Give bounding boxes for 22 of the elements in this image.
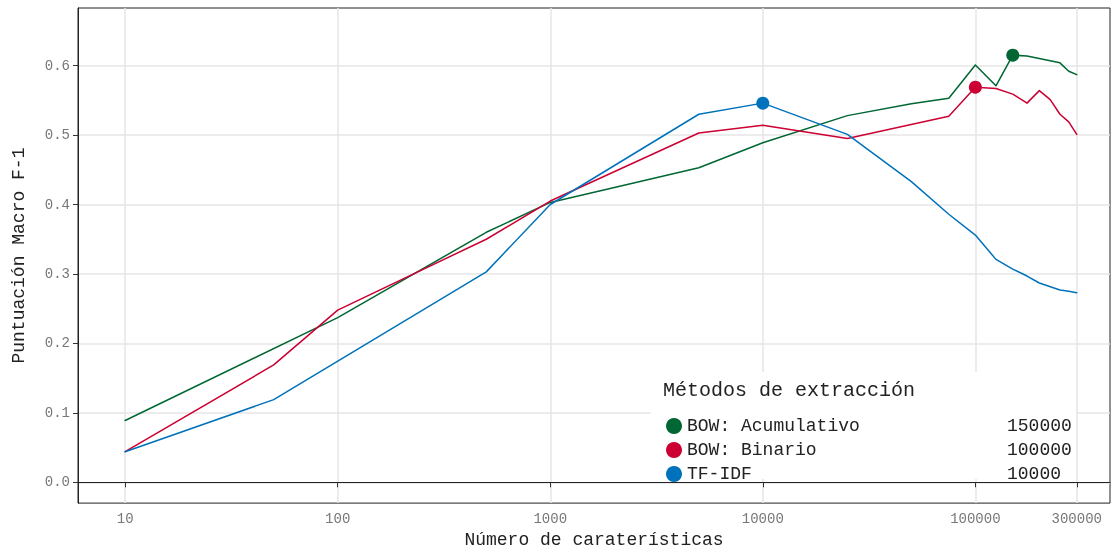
legend-label: TF-IDF [687,464,752,484]
x-tick-label: 300000 [1051,511,1102,528]
x-tick-label: 1000 [533,511,568,528]
annotation: 100000 [1007,440,1072,460]
legend-label: BOW: Binario [687,440,817,460]
y-tick-label: 0.0 [44,474,70,491]
x-tick-label: 10 [116,511,134,528]
y-axis-title: Puntuación Macro F-1 [9,147,29,364]
annotation: 150000 [1007,416,1072,436]
x-tick-label: 100 [325,511,351,528]
annotation: 10000 [1007,464,1062,484]
y-tick-label: 0.2 [44,335,70,352]
y-tick-label: 0.4 [44,196,70,213]
legend-title: Métodos de extracción [663,378,916,402]
y-tick-label: 0.6 [44,57,70,74]
x-axis-title: Número de caraterísticas [464,530,724,550]
x-tick-label: 10000 [741,511,784,528]
legend-label: BOW: Acumulativo [687,416,860,436]
y-tick-label: 0.5 [44,127,70,144]
y-tick-label: 0.3 [44,265,70,282]
x-tick-label: 100000 [950,511,1001,528]
y-tick-label: 0.1 [44,404,70,421]
